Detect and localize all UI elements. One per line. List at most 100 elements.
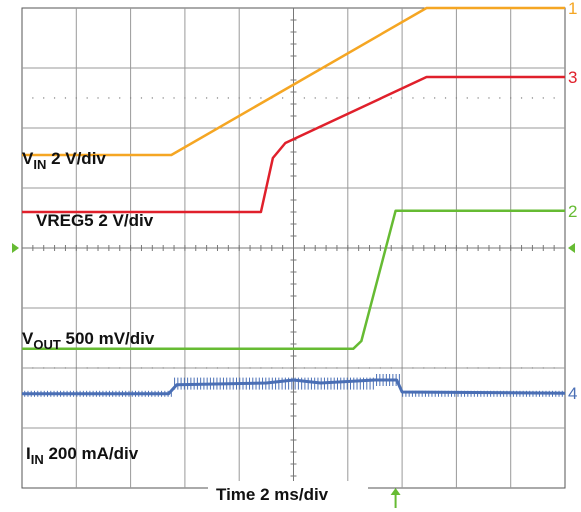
vreg5-label: VREG5 2 V/div <box>36 211 154 230</box>
grid-dot <box>32 97 34 99</box>
grid-dot <box>271 367 273 369</box>
grid-dot <box>129 97 132 99</box>
grid-dot <box>151 97 154 99</box>
grid-dot <box>238 367 240 369</box>
grid-dot <box>173 367 175 369</box>
x-axis-label: Time 2 ms/div <box>216 485 329 504</box>
grid-dot <box>97 97 99 99</box>
grid-dot <box>227 367 230 369</box>
grid-dot <box>401 97 403 99</box>
trace-line-ch3 <box>22 75 565 214</box>
grid-dot <box>553 97 555 99</box>
grid-dot <box>347 97 349 99</box>
grid-dot <box>140 367 143 369</box>
grid-dot <box>303 97 306 99</box>
vout-label: VOUT 500 mV/div <box>22 329 155 352</box>
grid-dot <box>347 367 349 369</box>
grid-dot <box>444 367 447 369</box>
grid-dot <box>119 367 121 369</box>
grid-dot <box>53 367 56 369</box>
grid-dot <box>292 367 295 369</box>
grid-dot <box>108 97 110 99</box>
channel-number-ch4: 4 <box>568 384 577 403</box>
grid-dot <box>379 367 382 369</box>
grid-dot <box>281 97 284 99</box>
grid-dot <box>477 97 479 99</box>
grid-dot <box>466 367 468 369</box>
grid-dot <box>368 367 371 369</box>
channel-number-ch1: 1 <box>568 0 577 18</box>
grid-dot <box>162 367 164 369</box>
grid-dot <box>325 97 327 99</box>
grid-dot <box>64 97 67 99</box>
grid-dot <box>455 367 458 369</box>
grid-dot <box>499 367 501 369</box>
grid-dot <box>140 97 143 99</box>
grid-dot <box>292 97 295 99</box>
grid-dot <box>336 367 338 369</box>
vin-label: VIN 2 V/div <box>22 149 106 172</box>
grid-dot <box>433 367 436 369</box>
grid-dot <box>390 367 392 369</box>
grid-dot <box>249 97 251 99</box>
trace-line-ch1 <box>22 6 565 157</box>
grid-dot <box>195 367 197 369</box>
grid-dot <box>43 97 45 99</box>
grid-dot <box>520 367 523 369</box>
grid-dot <box>97 367 99 369</box>
grid-dot <box>553 367 555 369</box>
grid-dot <box>325 367 327 369</box>
grid-dot <box>357 367 360 369</box>
iin-label: IIN 200 mA/div <box>26 444 139 467</box>
grid-dot <box>488 367 490 369</box>
grid-dot <box>390 97 392 99</box>
grid-dot <box>162 97 164 99</box>
grid-dot <box>260 97 262 99</box>
grid-dot <box>86 367 88 369</box>
grid-dot <box>477 367 479 369</box>
grid <box>21 7 566 489</box>
channel-number-ch2: 2 <box>568 202 577 221</box>
grid-dot <box>488 97 490 99</box>
grid-dot <box>531 97 534 99</box>
grid-dot <box>64 367 67 369</box>
grid-dot <box>129 367 132 369</box>
grid-dot <box>249 367 251 369</box>
grid-dot <box>336 97 338 99</box>
grid-dot <box>205 97 208 99</box>
grid-dot <box>499 97 501 99</box>
traces <box>22 6 566 397</box>
grid-dot <box>412 97 414 99</box>
grid-dot <box>357 97 360 99</box>
grid-dot <box>423 367 425 369</box>
grid-dot <box>184 367 186 369</box>
trace-line-ch2 <box>22 209 565 351</box>
grid-dot <box>216 97 219 99</box>
grid-dot <box>303 367 306 369</box>
grid-dot <box>119 97 121 99</box>
grid-dot <box>281 367 284 369</box>
grid-dot <box>444 97 447 99</box>
grid-dot <box>173 97 175 99</box>
grid-dot <box>510 367 512 369</box>
grid-dot <box>205 367 208 369</box>
grid-dot <box>75 97 78 99</box>
grid-dot <box>75 367 78 369</box>
grid-dot <box>260 367 262 369</box>
grid-dot <box>542 97 544 99</box>
grid-dot <box>368 97 371 99</box>
grid-dot <box>151 367 154 369</box>
grid-dot <box>531 367 534 369</box>
grid-dot <box>195 97 197 99</box>
grid-dot <box>32 367 34 369</box>
grid-dot <box>542 367 544 369</box>
grid-dot <box>86 97 88 99</box>
grid-dot <box>433 97 436 99</box>
grid-dot <box>401 367 403 369</box>
grid-dot <box>412 367 414 369</box>
grid-dot <box>43 367 45 369</box>
grid-dot <box>314 367 316 369</box>
grid-dot <box>466 97 468 99</box>
grid-dot <box>238 97 240 99</box>
